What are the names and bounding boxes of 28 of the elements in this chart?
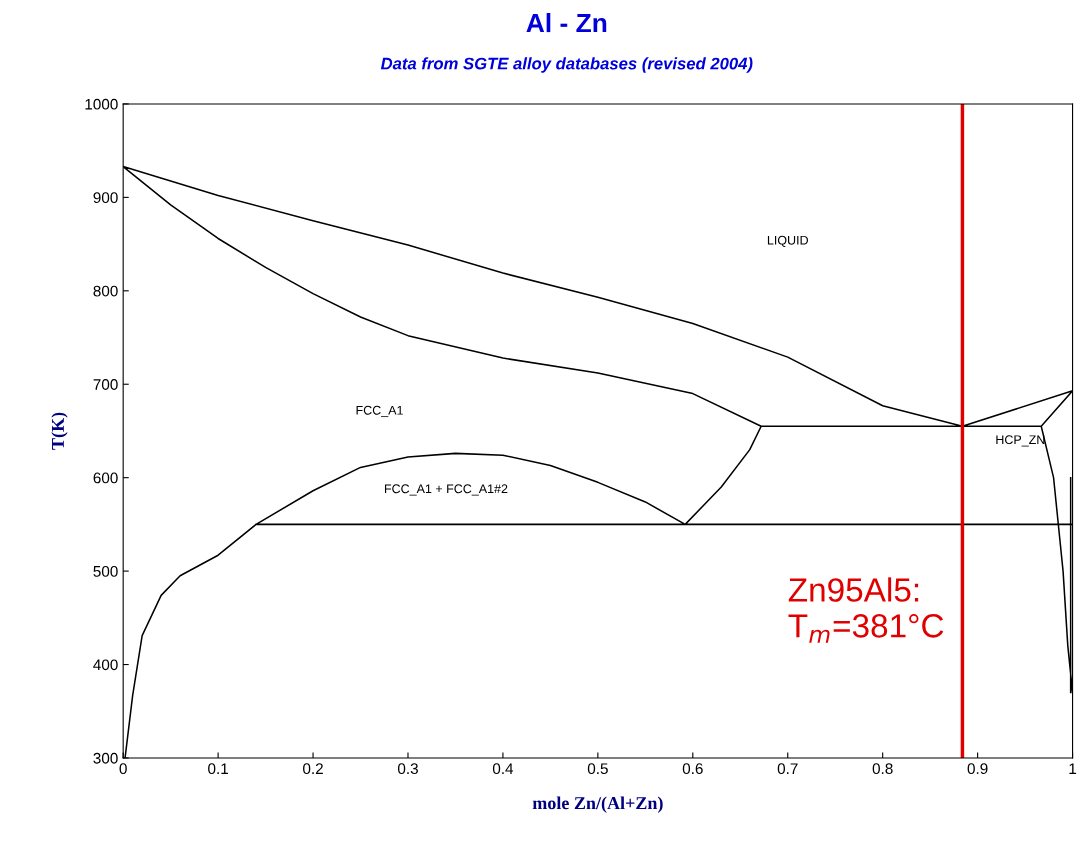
x-tick-label: 0.3	[397, 763, 418, 775]
annotation: FCC_A1	[356, 405, 403, 418]
x-tick-label: 0.5	[587, 763, 608, 775]
y-tick-label: 400	[93, 659, 118, 671]
x-tick-label: 0.6	[682, 763, 703, 775]
y-tick-label: 300	[93, 752, 118, 764]
y-tick-label: 700	[93, 379, 118, 390]
chart-subtitle: Data from SGTE alloy databases (revised 2004)	[380, 57, 753, 73]
y-tick-label: 1000	[85, 98, 118, 110]
x-tick-label: 0.7	[777, 763, 798, 775]
x-tick-label: 0	[119, 763, 127, 775]
annotation: Zn95Al5: T$_{m}$=381°C	[788, 577, 944, 643]
y-tick-label: 500	[93, 565, 118, 577]
annotation: HCP_ZN	[996, 435, 1045, 447]
chart-title: Al - Zn	[526, 12, 607, 33]
x-tick-label: 0.2	[303, 763, 323, 775]
x-tick-label: 0.8	[872, 763, 893, 775]
y-tick-label: 900	[93, 192, 118, 204]
annotation: LIQUID	[767, 235, 808, 247]
x-tick-label: 0.4	[492, 763, 514, 775]
x-tick-label: 0.1	[208, 763, 228, 775]
annotation: FCC_A1 + FCC_A1#2	[384, 484, 508, 496]
y-tick-label: 600	[93, 472, 118, 484]
x-axis-title: mole Zn/(Al+Zn)	[532, 796, 663, 813]
x-tick-label: 1	[1069, 763, 1077, 774]
y-tick-label: 800	[93, 285, 118, 297]
y-axis-title: T(K)	[51, 412, 68, 450]
x-tick-label: 0.9	[967, 763, 988, 775]
